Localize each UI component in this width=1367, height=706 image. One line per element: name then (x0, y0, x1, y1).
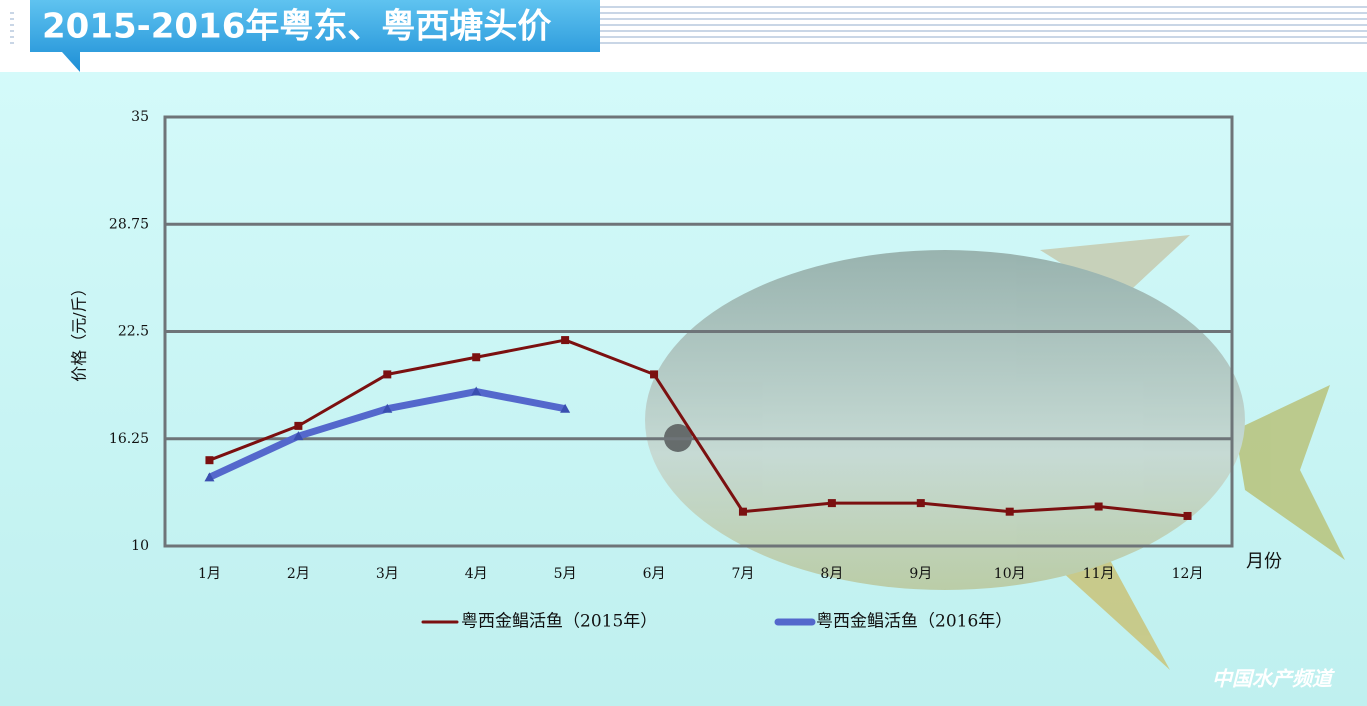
x-tick-label: 7月 (731, 566, 754, 582)
x-tick-label: 5月 (554, 566, 577, 582)
x-axis-label: 月份 (1246, 551, 1282, 572)
title-banner (30, 0, 600, 72)
y-axis-label: 价格（元/斤） (70, 280, 89, 381)
x-tick-label: 1月 (198, 566, 221, 582)
header-stripes (600, 6, 1367, 46)
point-marker (472, 353, 481, 362)
x-tick-label: 9月 (909, 566, 932, 582)
point-marker (471, 386, 482, 396)
y-tick-label: 16.25 (109, 431, 149, 447)
point-marker (204, 472, 215, 482)
point-marker (205, 456, 214, 465)
series-line (208, 338, 1188, 518)
x-tick-label: 10月 (994, 566, 1026, 582)
plot-border (163, 115, 1234, 548)
x-tick-label: 12月 (1172, 566, 1204, 582)
point-marker (827, 499, 836, 508)
point-marker (560, 403, 571, 413)
watermark: 中国水产频道 (1212, 667, 1335, 691)
point-marker (383, 370, 392, 379)
point-marker (650, 370, 659, 379)
point-marker (293, 431, 304, 441)
y-tick-label: 28.75 (109, 216, 149, 232)
x-tick-label: 8月 (820, 566, 843, 582)
point-marker (294, 421, 303, 430)
legend-label: 粤西金鲳活鱼（2015年） (461, 612, 657, 632)
banner-dots (10, 8, 14, 48)
x-tick-label: 4月 (465, 566, 488, 582)
legend-label: 粤西金鲳活鱼（2016年） (816, 612, 1012, 632)
point-marker (382, 403, 393, 413)
x-tick-label: 2月 (287, 566, 310, 582)
x-tick-label: 3月 (376, 566, 399, 582)
point-marker (916, 499, 925, 508)
x-tick-label: 6月 (643, 566, 666, 582)
y-tick-label: 22.5 (118, 324, 149, 340)
point-marker (1094, 502, 1103, 511)
point-marker (738, 507, 747, 516)
point-marker (1183, 511, 1192, 520)
point-marker (1005, 507, 1014, 516)
point-marker (561, 336, 570, 345)
y-tick-label: 10 (131, 538, 149, 554)
chart-title: 2015-2016年粤东、粤西塘头价 (42, 7, 551, 47)
x-tick-label: 11月 (1083, 566, 1115, 582)
y-tick-label: 35 (131, 109, 149, 125)
